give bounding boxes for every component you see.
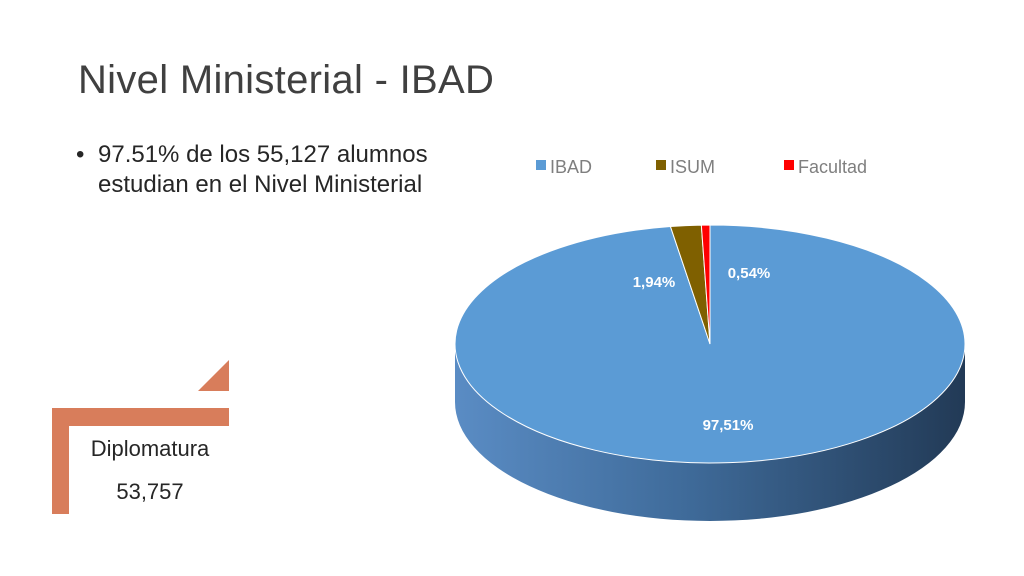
data-labels: 97,51% 1,94% 0,54%	[633, 265, 771, 434]
chart-legend: IBAD ISUM Facultad	[536, 157, 867, 177]
bullet-text: 97.51% de los 55,127 alumnos estudian en…	[98, 141, 428, 198]
legend-label-ibad: IBAD	[550, 157, 592, 177]
legend-swatch-isum	[656, 160, 666, 170]
bullet-point: • 97.51% de los 55,127 alumnos estudian …	[76, 140, 496, 200]
pie-side-wall	[455, 344, 965, 521]
pie-slices	[454, 224, 966, 521]
bullet-marker: •	[76, 141, 85, 168]
legend-label-facultad: Facultad	[798, 157, 867, 177]
data-label-isum: 1,94%	[633, 274, 676, 291]
legend-swatch-facultad	[784, 160, 794, 170]
callout-corner-triangle	[198, 360, 229, 391]
callout-value: 53,757	[116, 479, 184, 504]
callout-bracket	[52, 408, 229, 514]
data-label-facultad: 0,54%	[728, 265, 771, 282]
data-label-ibad: 97,51%	[703, 417, 754, 434]
callout-label: Diplomatura	[90, 436, 210, 461]
page-title: Nivel Ministerial - IBAD	[78, 58, 495, 102]
pie-slice-ibad	[454, 224, 966, 464]
pie-slice-facultad	[700, 224, 711, 345]
legend-swatch-ibad	[536, 160, 546, 170]
legend-label-isum: ISUM	[670, 157, 715, 177]
